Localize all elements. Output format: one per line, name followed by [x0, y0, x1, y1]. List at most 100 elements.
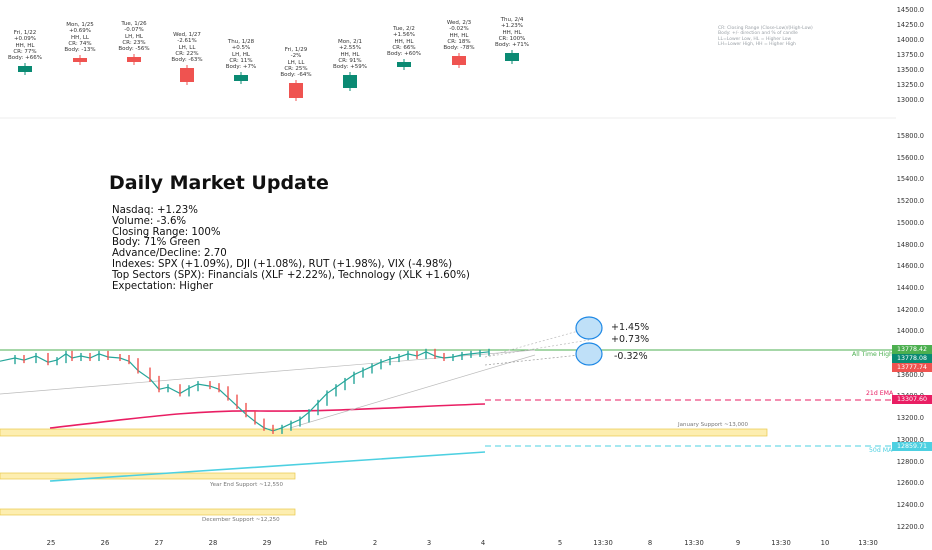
candle-stats: Tue, 1/26 -0.07% LH, HL CR: 23% Body: -56% — [106, 21, 162, 52]
candle-stat-line: Body: -13% — [64, 47, 96, 54]
projection-mid: +0.73% — [611, 334, 650, 345]
projection-path — [484, 353, 590, 366]
x-tick-label: 10 — [820, 539, 830, 547]
support-label: December Support ~12,250 — [202, 517, 280, 523]
projection-circle — [575, 316, 603, 340]
y-tick-label: 13000.0 — [896, 435, 924, 444]
candle-stat-line: CR: 77% — [13, 48, 37, 55]
note-line: Body: 71% Green — [112, 237, 201, 249]
y-tick-label: 14200.0 — [896, 305, 924, 314]
ma-label: 50d MA — [869, 447, 893, 454]
mini-candle-body — [452, 56, 466, 65]
x-tick-label: 9 — [735, 539, 741, 547]
candle-stat-line: HH, HL — [340, 51, 360, 58]
x-tick-label: 8 — [647, 539, 653, 547]
y-tick-label: 13500.0 — [896, 66, 924, 74]
support-zone — [0, 428, 768, 437]
y-tick-label: 13750.0 — [896, 51, 924, 59]
note-line: Volume: -3.6% — [112, 215, 187, 227]
price-tag: 12859.71 — [892, 442, 932, 451]
y-tick-label: 13600.0 — [896, 370, 924, 379]
candle-stat-line: LH, LL — [287, 59, 305, 66]
candle-stat-line: Body: +59% — [333, 64, 367, 71]
candle-stats: Mon, 2/1 +2.55% HH, HL CR: 91% Body: +59% — [322, 39, 378, 70]
candle-stat-line: Body: +71% — [495, 42, 529, 49]
ma-line — [49, 451, 486, 482]
candle-stat-line: HH, HL — [502, 29, 522, 36]
note-line: Advance/Decline: 2.70 — [112, 248, 227, 260]
candle-stat-line: LH, LL — [178, 44, 196, 51]
candle-stats: Tue, 2/2 +1.56% HH, HL CR: 66% Body: +60% — [376, 26, 432, 57]
mini-candle-body — [397, 62, 411, 67]
support-zone — [0, 508, 296, 516]
candle-stat-line: Thu, 1/28 — [227, 39, 255, 45]
candle-stat-line: +0.69% — [68, 28, 92, 35]
y-tick-label: 15000.0 — [896, 218, 924, 227]
legend-note-line: CR: Closing Range (Close-Low)/(High-Low) — [718, 26, 813, 31]
candle-stat-line: LH, HL — [232, 51, 250, 58]
candle-stat-line: Mon, 1/25 — [66, 22, 94, 28]
y-tick-label: 14800.0 — [896, 240, 924, 249]
mini-candle-body — [73, 58, 87, 62]
candle-stat-line: -2% — [290, 53, 302, 60]
x-tick-label: 29 — [262, 539, 272, 547]
x-tick-label: 4 — [480, 539, 486, 547]
note-line: Nasdaq: +1.23% — [112, 205, 198, 216]
candle-stat-line: -0.02% — [449, 26, 469, 33]
candle-stat-line: Wed, 2/3 — [446, 20, 472, 26]
page-title: Daily Market Update — [109, 172, 329, 194]
candle-stat-line: Body: +66% — [8, 55, 42, 62]
candle-stat-line: Wed, 1/27 — [173, 32, 201, 38]
ath-label: All Time High — [852, 351, 893, 358]
price-tag: 13778.42 — [892, 345, 932, 354]
price-tag: 13307.60 — [892, 395, 932, 404]
mini-candle-body — [127, 57, 141, 62]
candle-stat-line: Body: -63% — [171, 57, 203, 64]
y-tick-label: 15800.0 — [896, 132, 924, 140]
candle-stat-line: Thu, 2/4 — [500, 17, 524, 23]
x-tick-label: 5 — [557, 539, 563, 547]
legend-note-line: Body: +/- direction and % of candle — [718, 31, 798, 37]
candle-stat-line: CR: 18% — [447, 38, 471, 45]
legend-note-line: LH=Lower High, HH = Higher High — [718, 42, 796, 48]
candle-stat-line: CR: 11% — [229, 57, 253, 64]
candle-stat-line: CR: 91% — [338, 57, 362, 64]
y-tick-label: 13200.0 — [896, 414, 924, 423]
x-tick-label: 25 — [46, 539, 56, 547]
legend-note: CR: Closing Range (Close-Low)/(High-Low)… — [718, 26, 838, 48]
candle-stat-line: +2.55% — [338, 45, 362, 52]
y-tick-label: 12800.0 — [896, 457, 924, 466]
support-label: Year End Support ~12,550 — [210, 482, 283, 488]
y-tick-label: 12200.0 — [896, 522, 924, 531]
mini-candle-body — [234, 75, 248, 81]
candle-stat-line: HH, HL — [394, 38, 414, 45]
mini-candle-body — [18, 66, 32, 72]
ema-label: 21d EMA — [866, 390, 894, 397]
x-tick-label: 13:30 — [771, 539, 791, 547]
ema-line — [49, 403, 486, 429]
y-tick-label: 12400.0 — [896, 500, 924, 509]
candle-stat-line: LH, HL — [125, 33, 143, 40]
candle-stat-line: Body: -78% — [443, 45, 475, 52]
mini-candle-body — [343, 75, 357, 88]
y-tick-label: 13000.0 — [896, 96, 924, 104]
projection-path — [484, 327, 590, 358]
candle-stat-line: CR: 25% — [284, 65, 308, 72]
candle-stat-line: HH, LL — [71, 34, 89, 41]
candle-stat-line: Mon, 2/1 — [338, 39, 362, 45]
candle-stat-line: CR: 66% — [392, 44, 416, 51]
candle-stat-line: +1.23% — [500, 23, 524, 30]
candle-stats: Thu, 2/4 +1.23% HH, HL CR: 100% Body: +71% — [484, 17, 540, 48]
mini-candle-body — [180, 68, 194, 82]
x-tick-label: 28 — [208, 539, 218, 547]
note-line: Closing Range: 100% — [112, 226, 221, 238]
x-tick-label: 13:30 — [684, 539, 704, 547]
y-tick-label: 15200.0 — [896, 197, 924, 206]
candle-stat-line: Tue, 2/2 — [393, 26, 415, 32]
x-tick-label: 26 — [100, 539, 110, 547]
candle-stats: Wed, 2/3 -0.02% HH, HL CR: 18% Body: -78% — [431, 20, 487, 51]
y-tick-label: 14000.0 — [896, 36, 924, 44]
projection-path — [484, 339, 590, 358]
note-line: Top Sectors (SPX): Financials (XLF +2.22… — [112, 269, 470, 281]
